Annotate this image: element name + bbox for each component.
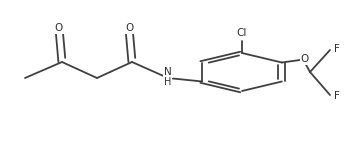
Text: Cl: Cl xyxy=(237,28,247,38)
Text: O: O xyxy=(55,23,63,33)
Text: F: F xyxy=(334,44,339,54)
Text: H: H xyxy=(164,77,172,87)
Text: O: O xyxy=(125,23,133,33)
Text: F: F xyxy=(334,91,339,101)
Text: N: N xyxy=(164,67,172,77)
Text: O: O xyxy=(301,54,309,64)
